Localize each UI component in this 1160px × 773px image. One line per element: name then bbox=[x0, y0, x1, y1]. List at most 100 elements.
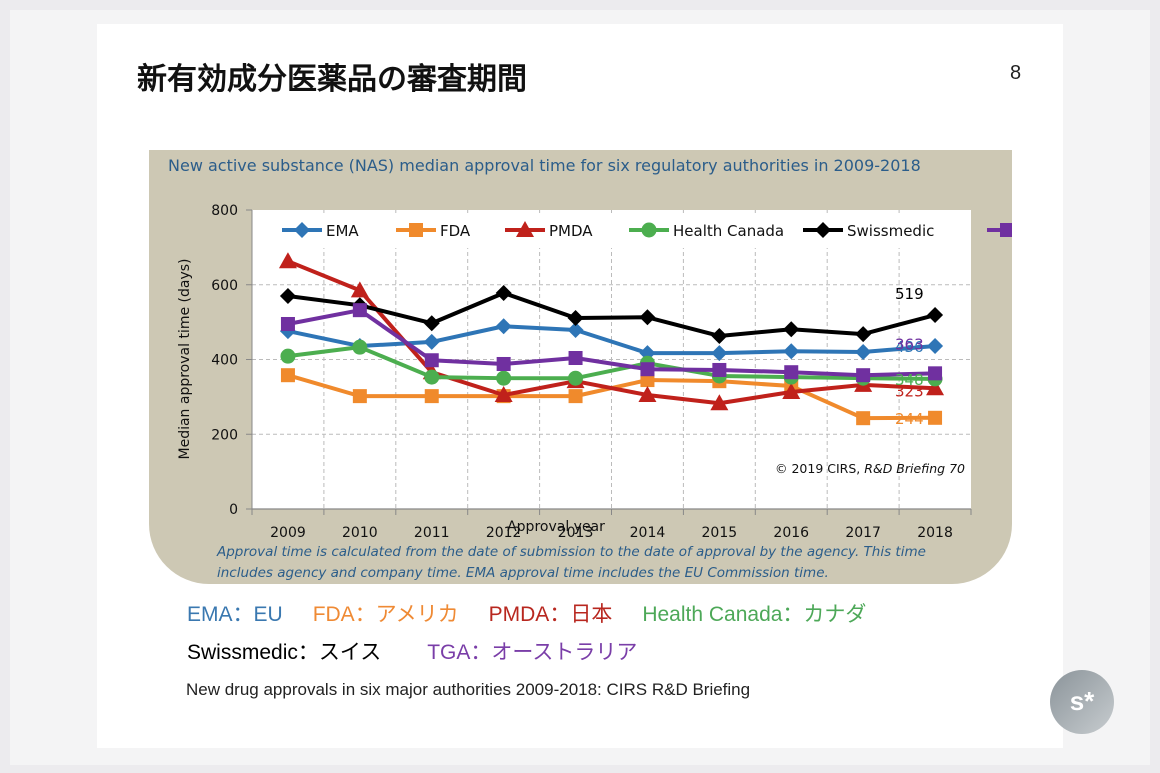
data-point-tga bbox=[856, 368, 871, 383]
data-point-swissmedic bbox=[495, 284, 512, 301]
legend-marker-tga bbox=[1000, 223, 1012, 237]
x-tick-label: 2011 bbox=[414, 525, 450, 541]
data-point-health-canada bbox=[568, 370, 584, 386]
data-point-fda bbox=[568, 389, 583, 404]
footnote-line-1: Approval time is calculated from the dat… bbox=[216, 544, 926, 560]
data-point-tga bbox=[568, 351, 583, 366]
x-tick-label: 2018 bbox=[917, 525, 953, 541]
key-item-0: EMA：EU bbox=[187, 603, 283, 626]
legend-label-fda: FDA bbox=[440, 222, 471, 240]
data-point-swissmedic bbox=[855, 326, 872, 343]
slide: 新有効成分医薬品の審査期間 8 New active substance (NA… bbox=[97, 24, 1063, 748]
legend-marker-fda bbox=[409, 223, 423, 237]
series-line-pmda bbox=[287, 259, 936, 406]
legend-label-ema: EMA bbox=[326, 222, 359, 240]
key-item-2: PMDA：日本 bbox=[488, 603, 613, 626]
data-point-swissmedic bbox=[279, 287, 296, 304]
data-point-ema bbox=[495, 318, 512, 335]
data-point-fda bbox=[424, 389, 439, 404]
end-label-ema: 436 bbox=[895, 338, 924, 356]
data-point-tga bbox=[352, 303, 367, 318]
x-tick-label: 2015 bbox=[702, 525, 738, 541]
data-point-pmda bbox=[278, 252, 297, 269]
slide-title: 新有効成分医薬品の審査期間 bbox=[137, 62, 527, 97]
key-item-row2-0: Swissmedic：スイス bbox=[187, 641, 382, 664]
series-line-tga bbox=[287, 308, 936, 378]
y-tick-label: 0 bbox=[229, 502, 238, 518]
y-tick-label: 600 bbox=[211, 278, 238, 294]
y-tick-label: 400 bbox=[211, 353, 238, 369]
data-point-health-canada bbox=[352, 339, 368, 355]
data-point-fda bbox=[928, 410, 943, 425]
data-point-swissmedic bbox=[639, 309, 656, 326]
chart-title: New active substance (NAS) median approv… bbox=[168, 156, 921, 175]
end-label-fda: 244 bbox=[895, 410, 924, 428]
data-point-swissmedic bbox=[567, 310, 584, 327]
data-point-tga bbox=[784, 365, 799, 380]
legend-marker-ema bbox=[294, 222, 310, 238]
end-label-health-canada: 348 bbox=[895, 371, 924, 389]
end-label-tga: 363 bbox=[895, 335, 924, 353]
app-badge-icon[interactable]: s* bbox=[1050, 670, 1114, 734]
copyright-note: © 2019 CIRS, R&D Briefing 70 bbox=[775, 461, 965, 476]
data-point-pmda bbox=[494, 386, 513, 403]
data-point-swissmedic bbox=[423, 315, 440, 332]
data-point-health-canada bbox=[280, 348, 296, 364]
data-point-fda bbox=[352, 389, 367, 404]
page-number: 8 bbox=[1010, 62, 1022, 84]
legend-marker-pmda bbox=[516, 221, 534, 237]
data-point-ema bbox=[855, 344, 872, 361]
data-point-tga bbox=[424, 353, 439, 368]
x-tick-label: 2016 bbox=[773, 525, 809, 541]
data-point-ema bbox=[927, 338, 944, 355]
source-citation: New drug approvals in six major authorit… bbox=[186, 680, 751, 699]
x-tick-label: 2010 bbox=[342, 525, 378, 541]
authority-key-row-2: Swissmedic：スイス TGA：オーストラリア bbox=[187, 636, 667, 666]
data-point-pmda bbox=[926, 379, 945, 396]
key-item-1: FDA：アメリカ bbox=[312, 603, 459, 626]
data-point-fda bbox=[280, 368, 295, 383]
data-point-tga bbox=[928, 366, 943, 381]
x-tick-label: 2017 bbox=[845, 525, 881, 541]
data-point-ema bbox=[423, 333, 440, 350]
x-tick-label: 2009 bbox=[270, 525, 306, 541]
legend-marker-health-canada bbox=[641, 222, 657, 238]
data-point-health-canada bbox=[424, 369, 440, 385]
data-point-pmda bbox=[710, 394, 729, 411]
footnote-line-2: includes agency and company time. EMA ap… bbox=[217, 565, 829, 581]
x-axis-label: Approval year bbox=[507, 519, 605, 535]
data-point-pmda bbox=[350, 281, 369, 298]
data-point-ema bbox=[783, 343, 800, 360]
x-tick-label: 2013 bbox=[558, 525, 594, 541]
series-line-swissmedic bbox=[287, 290, 936, 338]
legend-marker-swissmedic bbox=[815, 222, 831, 238]
end-label-pmda: 323 bbox=[895, 382, 924, 400]
data-point-ema bbox=[567, 321, 584, 338]
data-point-tga bbox=[496, 356, 511, 371]
data-point-fda bbox=[640, 373, 655, 388]
data-point-swissmedic bbox=[711, 327, 728, 344]
data-point-tga bbox=[712, 362, 727, 377]
data-point-swissmedic bbox=[927, 307, 944, 324]
data-point-ema bbox=[711, 345, 728, 362]
data-point-pmda bbox=[782, 383, 801, 400]
data-point-pmda bbox=[638, 386, 657, 403]
data-point-swissmedic bbox=[783, 321, 800, 338]
series-line-health-canada bbox=[287, 345, 936, 381]
x-tick-label: 2014 bbox=[630, 525, 666, 541]
legend-label-health-canada: Health Canada bbox=[673, 222, 784, 240]
y-tick-label: 800 bbox=[211, 203, 238, 219]
end-label-swissmedic: 519 bbox=[895, 285, 924, 303]
data-point-tga bbox=[280, 316, 295, 331]
legend-label-pmda: PMDA bbox=[549, 222, 593, 240]
legend-label-swissmedic: Swissmedic bbox=[847, 222, 934, 240]
data-point-health-canada bbox=[496, 370, 512, 386]
series-line-ema bbox=[287, 324, 936, 356]
y-axis-label: Median approval time (days) bbox=[177, 259, 193, 460]
y-tick-label: 200 bbox=[211, 427, 238, 443]
x-tick-label: 2012 bbox=[486, 525, 522, 541]
key-item-3: Health Canada：カナダ bbox=[642, 603, 867, 626]
data-point-fda bbox=[856, 411, 871, 426]
data-point-tga bbox=[640, 362, 655, 377]
key-item-row2-1: TGA：オーストラリア bbox=[427, 641, 638, 664]
